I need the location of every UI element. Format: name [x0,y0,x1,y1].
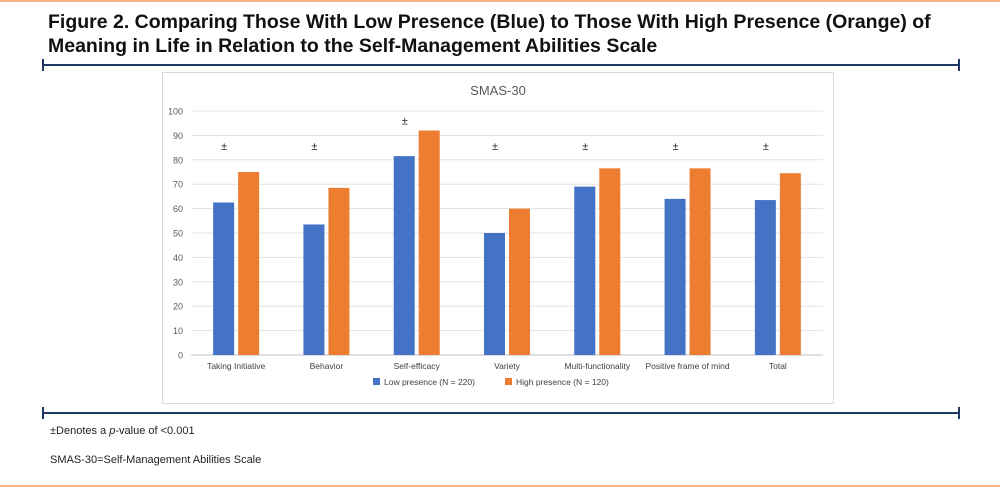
footnote-tail: -value of <0.001 [115,425,195,437]
x-tick-label: Variety [494,361,521,371]
significance-marker: ± [582,141,588,153]
bar-low-presence [393,156,415,355]
bottom-accent-rule [0,485,1000,487]
legend-swatch-high [505,378,512,385]
figure-title: Figure 2. Comparing Those With Low Prese… [48,11,931,57]
separator-cap-left [42,407,44,419]
bar-low-presence [484,233,505,355]
bar-low-presence [664,198,686,355]
x-tick-label: Multi-functionality [564,361,630,371]
y-tick-label: 30 [173,277,183,287]
y-tick-label: 50 [173,229,183,239]
significance-marker: ± [763,141,769,153]
significance-marker: ± [492,141,498,153]
y-tick-label: 80 [173,155,183,165]
bar-high-presence [509,208,530,355]
bar-chart: SMAS-30 0 10 20 30 40 50 60 70 80 90 100 ± Taking Ini… [168,83,823,387]
footnote-abbreviation: SMAS-30=Self-Management Abilities Scale [50,454,262,466]
footnote-p: p [109,425,116,437]
bar-low-presence [754,200,776,355]
separator-cap-right [958,407,960,419]
x-tick-label: Positive frame of mind [646,361,730,371]
bar-low-presence [213,202,235,355]
significance-marker: ± [673,141,679,153]
y-tick-label: 10 [173,326,183,336]
footnote-lead: ±Denotes a [50,425,110,437]
significance-marker: ± [402,116,408,128]
x-tick-label: Taking Initiative [207,361,265,371]
y-tick-label: 90 [173,131,183,141]
separator-cap-left [42,59,44,71]
chart-frame: SMAS-30 0 10 20 30 40 50 60 70 80 90 100 ± Taking Ini… [162,72,834,404]
bar-high-presence [779,173,801,355]
bar-high-presence [238,172,260,355]
y-tick-label: 40 [173,253,183,263]
top-separator [42,59,960,71]
legend-swatch-low [373,378,380,385]
footnote-pvalue: ±Denotes a p-value of <0.001 [50,425,195,437]
separator-cap-right [958,59,960,71]
y-tick-label: 20 [173,302,183,312]
bottom-separator [42,407,960,419]
bar-high-presence [328,187,350,355]
y-tick-label: 0 [178,351,183,361]
y-tick-label: 100 [168,107,183,117]
significance-marker: ± [221,141,227,153]
y-tick-label: 70 [173,180,183,190]
top-accent-rule [0,0,1000,2]
bar-low-presence [574,186,596,355]
x-tick-label: Self-efficacy [394,361,441,371]
significance-marker: ± [311,141,317,153]
chart-title: SMAS-30 [470,83,526,98]
bar-low-presence [303,224,325,355]
bar-high-presence [418,130,440,355]
legend-label-low: Low presence (N = 220) [384,377,475,387]
bar-high-presence [599,168,621,355]
bar-high-presence [689,168,711,355]
x-tick-label: Total [769,361,787,371]
x-tick-label: Behavior [310,361,344,371]
legend-label-high: High presence (N = 120) [516,377,609,387]
y-tick-label: 60 [173,204,183,214]
